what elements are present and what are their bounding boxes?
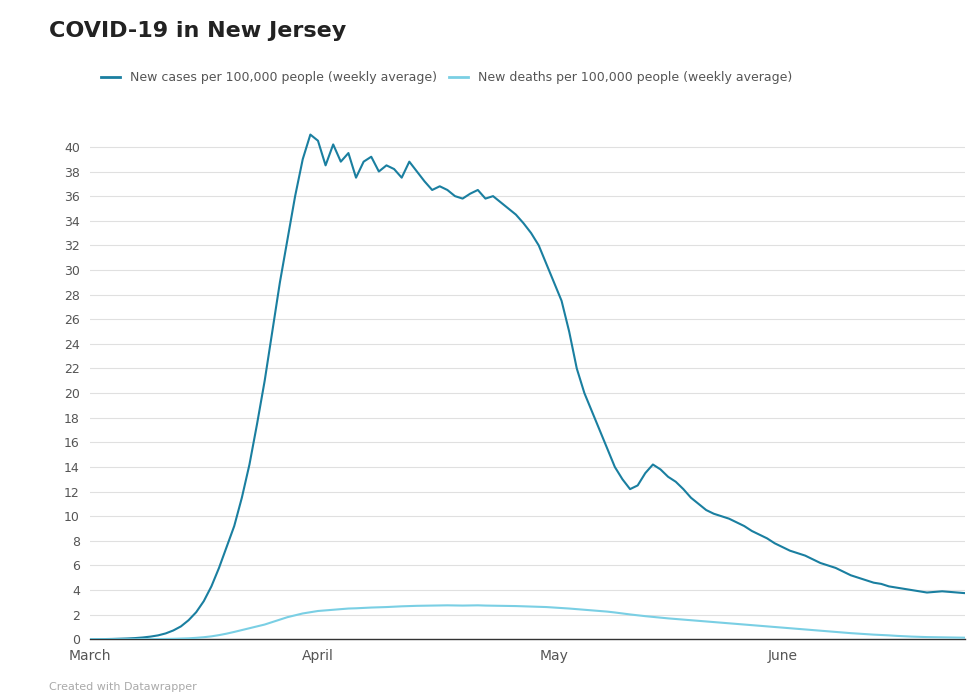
Text: Created with Datawrapper: Created with Datawrapper xyxy=(49,682,197,692)
Text: COVID-19 in New Jersey: COVID-19 in New Jersey xyxy=(49,21,346,41)
Legend: New cases per 100,000 people (weekly average), New deaths per 100,000 people (we: New cases per 100,000 people (weekly ave… xyxy=(96,66,797,89)
